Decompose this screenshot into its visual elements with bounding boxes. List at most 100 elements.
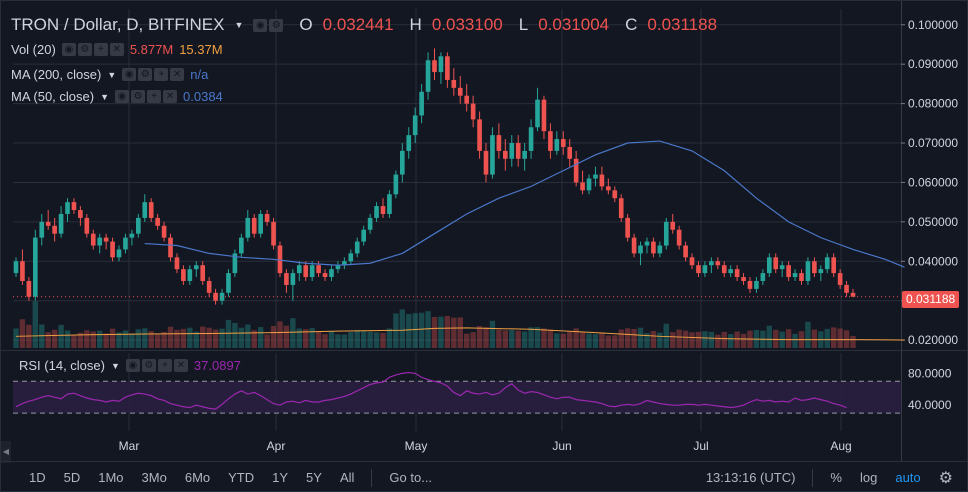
chevron-down-icon[interactable]: ▼ bbox=[107, 69, 117, 80]
chart-canvas[interactable]: 0.100000 0.090000 0.080000 0.070000 0.060000… bbox=[1, 1, 968, 461]
goto-button[interactable]: Go to... bbox=[389, 470, 433, 485]
candle-body bbox=[174, 257, 180, 270]
gear-icon[interactable]: ⚙ bbox=[141, 359, 156, 372]
range-1mo-button[interactable]: 1Mo bbox=[98, 470, 124, 485]
candle-body bbox=[560, 139, 566, 147]
candle-body bbox=[110, 241, 115, 258]
plus-icon[interactable]: + bbox=[154, 68, 169, 81]
range-5y-button[interactable]: 5Y bbox=[306, 470, 322, 485]
eye-icon[interactable]: ◉ bbox=[61, 43, 76, 56]
candle-body bbox=[309, 265, 315, 278]
volume-bar bbox=[238, 327, 245, 348]
range-ytd-button[interactable]: YTD bbox=[228, 470, 255, 485]
rsi-tick-label: 80.0000 bbox=[908, 366, 952, 380]
candle-body bbox=[696, 265, 701, 274]
ma200-label[interactable]: MA (200, close) bbox=[11, 67, 102, 82]
range-5d-button[interactable]: 5D bbox=[63, 470, 81, 485]
candle-body bbox=[438, 56, 444, 73]
auto-scale-toggle[interactable]: auto bbox=[895, 470, 921, 485]
candle-body bbox=[168, 237, 173, 258]
volume-bar bbox=[328, 330, 335, 348]
volume-bar bbox=[303, 329, 309, 348]
volume-bar bbox=[624, 328, 631, 348]
range-1y-button[interactable]: 1Y bbox=[272, 470, 289, 485]
chevron-down-icon[interactable]: ▼ bbox=[100, 91, 110, 102]
candle-body bbox=[779, 265, 785, 270]
volume-bar bbox=[122, 330, 129, 348]
close-icon[interactable]: ✕ bbox=[170, 68, 185, 81]
candle-body bbox=[734, 269, 740, 278]
close-icon[interactable]: ✕ bbox=[163, 90, 178, 103]
log-toggle[interactable]: log bbox=[859, 470, 878, 485]
candle-body bbox=[200, 265, 206, 281]
candle-body bbox=[348, 253, 354, 262]
chevron-down-icon[interactable]: ▼ bbox=[234, 20, 244, 30]
candle-body bbox=[515, 143, 521, 159]
candle-body bbox=[419, 91, 424, 116]
volume-bar bbox=[71, 334, 77, 348]
volume-bar bbox=[560, 333, 566, 348]
candle-body bbox=[335, 265, 341, 270]
range-3mo-button[interactable]: 3Mo bbox=[141, 470, 167, 485]
volume-bar bbox=[579, 332, 586, 348]
candle-body bbox=[850, 292, 856, 297]
volume-bar bbox=[270, 325, 277, 348]
candle-body bbox=[535, 99, 540, 128]
candle-body bbox=[329, 269, 334, 278]
candle-body bbox=[71, 202, 77, 211]
range-all-button[interactable]: All bbox=[339, 470, 355, 485]
collapse-panel-icon[interactable]: ◀ bbox=[1, 441, 11, 463]
rsi-band bbox=[13, 381, 901, 414]
eye-icon[interactable]: ◉ bbox=[115, 90, 130, 103]
gear-icon[interactable]: ⚙ bbox=[269, 18, 284, 32]
candle-body bbox=[65, 202, 70, 214]
volume-ma-line bbox=[15, 327, 905, 341]
volume-bar bbox=[451, 317, 457, 348]
close-icon[interactable]: ✕ bbox=[109, 43, 124, 56]
gear-icon[interactable]: ⚙ bbox=[138, 68, 153, 81]
eye-icon[interactable]: ◉ bbox=[253, 18, 268, 32]
volume-bar bbox=[528, 327, 534, 348]
gear-icon[interactable]: ⚙ bbox=[77, 43, 92, 56]
time-tick-label: Mar bbox=[119, 439, 140, 453]
chevron-down-icon[interactable]: ▼ bbox=[110, 360, 120, 371]
volume-value: 5.877M bbox=[129, 42, 174, 57]
volume-bar bbox=[702, 331, 708, 348]
plus-icon[interactable]: + bbox=[147, 90, 162, 103]
volume-label[interactable]: Vol (20) bbox=[11, 42, 56, 57]
candle-body bbox=[606, 186, 611, 191]
candle-body bbox=[548, 131, 553, 151]
symbol-title[interactable]: TRON / Dollar, D, BITFINEX bbox=[11, 15, 225, 34]
eye-icon[interactable]: ◉ bbox=[125, 359, 140, 372]
candle-body bbox=[26, 280, 32, 297]
rsi-line bbox=[15, 371, 847, 410]
volume-bar bbox=[631, 328, 637, 348]
ma50-label[interactable]: MA (50, close) bbox=[11, 89, 95, 104]
close-icon[interactable]: ✕ bbox=[173, 359, 188, 372]
range-6mo-button[interactable]: 6Mo bbox=[184, 470, 211, 485]
candle-body bbox=[490, 135, 495, 175]
candle-body bbox=[90, 233, 96, 246]
candle-body bbox=[123, 237, 128, 250]
range-1d-button[interactable]: 1D bbox=[29, 470, 46, 485]
price-tick-label: 0.060000 bbox=[908, 175, 958, 189]
gear-icon[interactable]: ⚙ bbox=[938, 469, 953, 487]
candle-body bbox=[136, 217, 141, 234]
gear-icon[interactable]: ⚙ bbox=[131, 90, 146, 103]
clock-time[interactable]: 13:13:16 (UTC) bbox=[705, 470, 796, 485]
candle-body bbox=[406, 135, 412, 151]
toolbar-divider bbox=[371, 468, 373, 487]
candle-body bbox=[522, 150, 527, 159]
candle-body bbox=[342, 261, 347, 266]
eye-icon[interactable]: ◉ bbox=[122, 68, 137, 81]
high-label: H bbox=[409, 15, 422, 34]
plus-icon[interactable]: + bbox=[157, 359, 172, 372]
volume-bar bbox=[567, 331, 573, 348]
candle-body bbox=[754, 280, 759, 289]
rsi-label[interactable]: RSI (14, close) bbox=[19, 358, 105, 373]
plus-icon[interactable]: + bbox=[93, 43, 108, 56]
percent-toggle[interactable]: % bbox=[830, 470, 842, 485]
volume-bar bbox=[483, 327, 489, 348]
legend-controls: ◉ ⚙ + ✕ bbox=[125, 359, 188, 372]
candle-body bbox=[78, 210, 83, 218]
